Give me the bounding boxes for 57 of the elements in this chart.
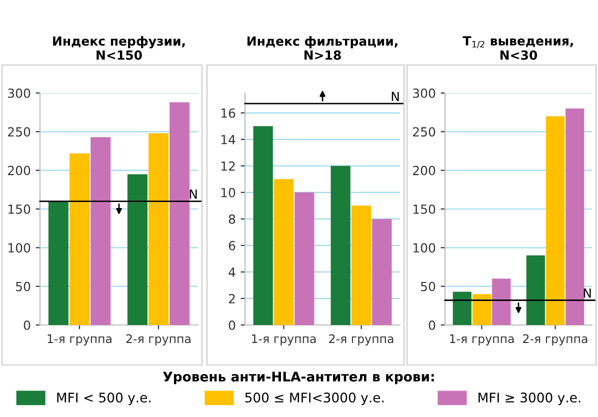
y-tick-label: 14	[221, 135, 236, 144]
y-tick-label: 2	[228, 294, 235, 304]
bar	[472, 294, 492, 325]
legend-title: Уровень анти-HLA-антител в крови:	[163, 372, 434, 384]
y-tick-label: 12	[221, 161, 235, 171]
y-tick-label: 150	[413, 204, 436, 214]
chart-title: Индекс перфузии, N<150	[53, 36, 185, 60]
bar	[526, 255, 545, 325]
x-tick-label: 2-я группа	[523, 334, 588, 346]
bar	[69, 153, 90, 325]
x-tick-label: 2-я группа	[126, 334, 190, 346]
y-tick-label: 0	[228, 320, 236, 330]
bar	[274, 179, 294, 325]
bar	[546, 116, 565, 325]
x-tick-label: 1-я группа	[252, 334, 316, 346]
bar	[372, 218, 392, 325]
y-tick-label: 16	[221, 108, 236, 118]
bar	[294, 192, 314, 325]
bar	[170, 102, 190, 325]
x-tick-label: 1-я группа	[450, 334, 514, 346]
y-tick-label: 50	[16, 282, 30, 292]
bar	[48, 201, 68, 325]
y-tick-label: 0	[428, 320, 436, 330]
bar	[351, 206, 372, 325]
bar	[90, 137, 111, 325]
y-tick-label: 0	[24, 320, 30, 330]
y-tick-label: 8	[228, 214, 236, 224]
x-tick-label: 2-я группа	[329, 334, 394, 346]
y-tick-label: 100	[413, 243, 436, 253]
ref-line-label: N	[190, 190, 197, 199]
y-tick-label: 300	[413, 88, 436, 98]
legend-label: MFI < 500 у.е.	[57, 392, 150, 406]
chart-title: T$_{1/2}$ выведения, N<30	[462, 36, 573, 60]
ref-line-label: N	[584, 288, 591, 298]
y-tick-label: 300	[8, 88, 30, 98]
x-tick-label: 1-я группа	[48, 334, 112, 346]
y-tick-label: 200	[413, 166, 436, 176]
bar	[566, 108, 584, 325]
chart-title: Индекс фильтрации, N>18	[248, 36, 398, 60]
legend-label: MFI ≥ 3000 у.е.	[478, 392, 580, 406]
legend-label: 500 ≤ MFI<3000 у.е.	[245, 392, 384, 406]
bar	[492, 278, 511, 325]
y-tick-label: 4	[228, 268, 236, 277]
bar	[452, 292, 472, 325]
y-tick-label: 250	[8, 127, 30, 137]
y-tick-label: 100	[8, 243, 30, 253]
y-tick-label: 250	[413, 127, 436, 137]
y-tick-label: 6	[228, 240, 236, 250]
bar	[148, 133, 169, 325]
y-tick-label: 200	[8, 166, 30, 176]
y-tick-label: 150	[8, 204, 30, 214]
bar	[127, 174, 148, 325]
bar	[330, 166, 350, 325]
y-tick-label: 50	[421, 282, 436, 292]
bar	[253, 126, 273, 325]
ref-line-label: N	[392, 92, 399, 102]
y-tick-label: 10	[221, 188, 236, 198]
